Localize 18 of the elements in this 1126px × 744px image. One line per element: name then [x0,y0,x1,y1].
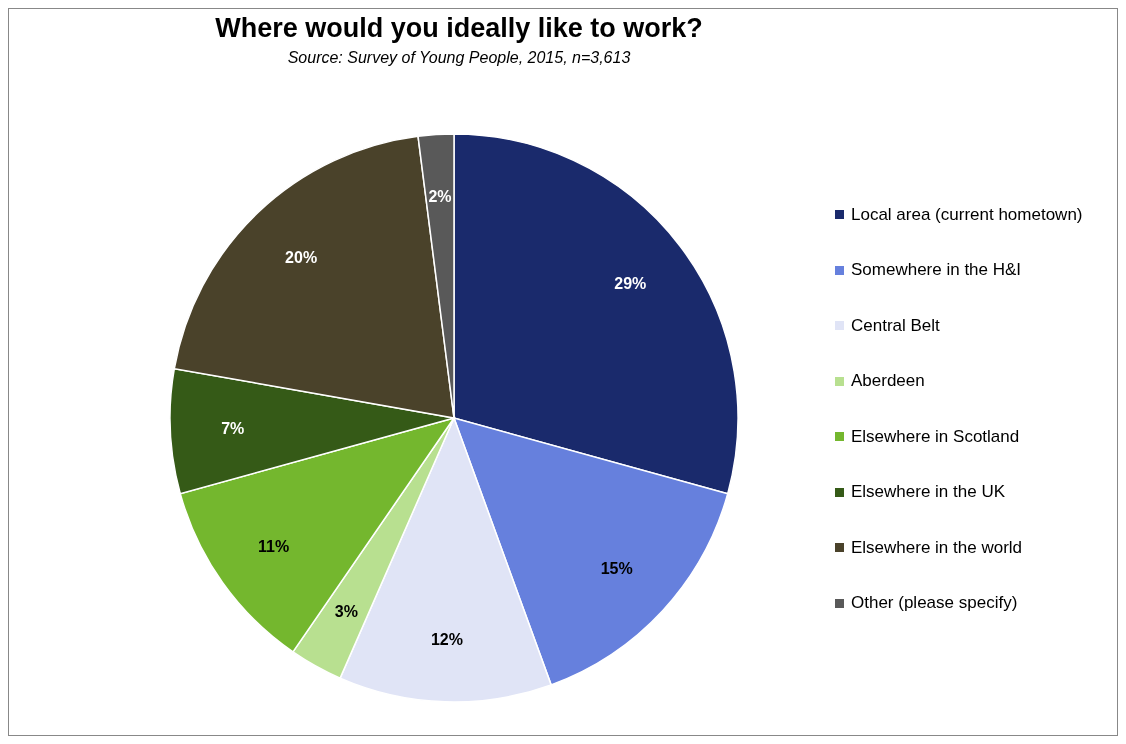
legend-label: Elsewhere in Scotland [851,426,1020,447]
chart-subtitle: Source: Survey of Young People, 2015, n=3,613 [286,49,632,67]
legend-label: Local area (current hometown) [851,204,1083,225]
data-label: 2% [428,188,452,206]
legend-label: Central Belt [851,315,940,336]
legend-label: Elsewhere in the UK [851,482,1006,503]
data-label: 15% [600,559,633,577]
legend-label: Other (please specify) [851,593,1018,614]
legend-label: Somewhere in the H&I [851,260,1022,281]
data-label: 29% [614,275,647,293]
data-label: 12% [430,630,463,648]
legend-label: Elsewhere in the world [851,537,1023,558]
data-label: 3% [334,603,358,621]
data-label: 11% [257,537,290,555]
data-label: 20% [285,249,318,267]
data-label: 7% [221,420,245,438]
legend-label: Aberdeen [851,371,925,392]
chart-title: Where would you ideally like to work? [214,13,704,44]
